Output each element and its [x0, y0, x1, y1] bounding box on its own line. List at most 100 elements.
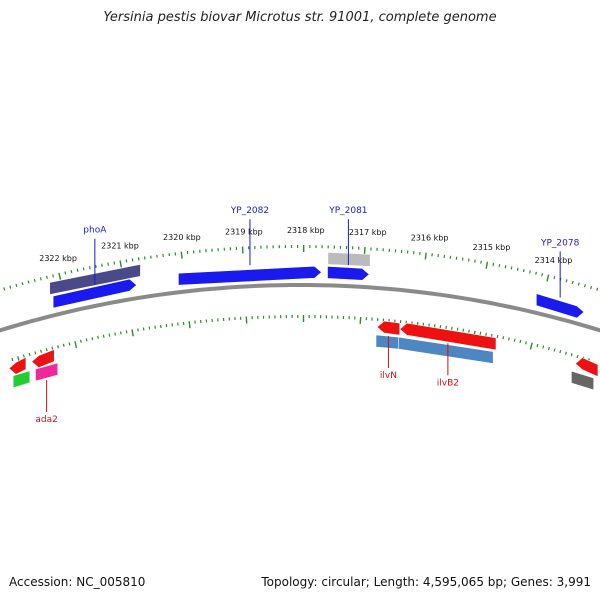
major-tick	[131, 329, 134, 337]
gene-ilvB2-rna[interactable]	[398, 336, 494, 364]
minor-tick	[27, 280, 30, 284]
minor-tick	[125, 330, 128, 334]
map-title: Yersinia pestis biovar Microtus str. 910…	[103, 10, 497, 25]
minor-tick	[114, 332, 116, 336]
minor-tick	[479, 331, 482, 335]
minor-tick	[516, 267, 519, 271]
genome-backbone	[0, 283, 600, 333]
minor-tick	[570, 353, 573, 357]
minor-tick	[525, 341, 527, 345]
gene-ada2-left[interactable]	[8, 356, 27, 375]
minor-tick	[596, 287, 599, 291]
gene-label-YP_2081: YP_2081	[328, 206, 367, 216]
gene-label-ada2: ada2	[35, 415, 57, 425]
label-layer: 2322 kbp 2321 kbp 2320 kbp 2319 kbp 2318 kbp…	[35, 206, 579, 425]
minor-tick	[101, 263, 103, 267]
major-tick	[485, 261, 489, 269]
minor-tick	[64, 271, 67, 275]
minor-tick	[97, 335, 99, 340]
gene-label-YP_2082: YP_2082	[230, 206, 269, 216]
gene-right-dark[interactable]	[571, 370, 594, 391]
minor-tick	[485, 332, 487, 336]
tick-label: 2317 kbp	[349, 228, 387, 237]
minor-tick	[519, 339, 522, 344]
gene-label-phoA: phoA	[83, 226, 107, 236]
gene-ilvN[interactable]	[376, 320, 401, 336]
lower-tick-track	[11, 315, 590, 366]
minor-tick	[490, 333, 493, 338]
minor-tick	[439, 325, 442, 329]
minor-tick	[542, 345, 545, 349]
minor-tick	[3, 287, 6, 291]
accession-text: Accession: NC_005810	[9, 575, 146, 589]
tick-label: 2315 kbp	[473, 243, 511, 252]
minor-tick	[508, 337, 510, 341]
gene-phoA[interactable]	[52, 278, 138, 309]
minor-tick	[451, 326, 453, 330]
major-tick	[359, 316, 362, 324]
minor-tick	[576, 354, 579, 359]
minor-tick	[583, 284, 586, 288]
minor-tick	[113, 261, 116, 265]
feature-layer[interactable]	[8, 252, 599, 391]
minor-tick	[445, 325, 447, 329]
major-tick	[180, 251, 183, 259]
gene-YP_2081-track-block[interactable]	[327, 252, 371, 267]
tick-label: 2322 kbp	[39, 254, 77, 263]
minor-tick	[492, 262, 495, 266]
minor-tick	[107, 262, 109, 266]
minor-tick	[62, 343, 65, 347]
tick-label: 2320 kbp	[163, 233, 201, 242]
minor-tick	[82, 267, 85, 271]
minor-tick	[498, 263, 501, 268]
gene-ada2[interactable]	[35, 362, 59, 382]
minor-tick	[22, 354, 25, 358]
major-tick	[546, 274, 550, 282]
gene-ada2-right[interactable]	[31, 349, 55, 368]
major-tick	[58, 272, 62, 280]
gene-right-reverse[interactable]	[574, 357, 599, 378]
major-tick	[188, 321, 191, 329]
minor-tick	[496, 334, 499, 339]
minor-tick	[462, 328, 465, 332]
minor-tick	[553, 276, 556, 280]
minor-tick	[590, 285, 593, 290]
minor-tick	[21, 282, 24, 286]
gene-YP_2082[interactable]	[178, 265, 323, 286]
minor-tick	[28, 352, 31, 357]
minor-tick	[68, 342, 71, 346]
minor-tick	[502, 336, 505, 340]
gene-ilvB2[interactable]	[399, 322, 497, 351]
minor-tick	[449, 255, 452, 259]
minor-tick	[70, 269, 73, 274]
minor-tick	[510, 266, 513, 270]
minor-tick	[52, 274, 54, 278]
minor-tick	[33, 278, 36, 283]
tick-label: 2316 kbp	[411, 234, 449, 243]
minor-tick	[536, 343, 539, 348]
minor-tick	[34, 351, 37, 355]
minor-tick	[535, 271, 537, 275]
minor-tick	[91, 337, 94, 341]
gene-label-YP_2078: YP_2078	[540, 238, 580, 248]
minor-tick	[108, 333, 111, 337]
major-tick	[363, 246, 366, 255]
minor-tick	[468, 329, 470, 333]
gene-YP_2081[interactable]	[327, 266, 370, 281]
minor-tick	[85, 338, 88, 342]
upper-tick-track	[0, 244, 599, 296]
minor-tick	[565, 351, 567, 355]
minor-tick	[443, 254, 446, 258]
minor-tick	[456, 327, 459, 331]
gene-ada2-green[interactable]	[12, 370, 31, 389]
gene-ilvN-rna[interactable]	[375, 334, 399, 350]
major-tick	[74, 340, 78, 349]
gene-label-ilvN: ilvN	[380, 371, 397, 381]
minor-tick	[15, 283, 18, 287]
major-tick	[119, 260, 122, 268]
genome-summary-text: Topology: circular; Length: 4,595,065 bp…	[261, 575, 591, 589]
minor-tick	[455, 256, 458, 260]
minor-tick	[541, 273, 544, 277]
gene-YP_2078[interactable]	[535, 293, 585, 319]
